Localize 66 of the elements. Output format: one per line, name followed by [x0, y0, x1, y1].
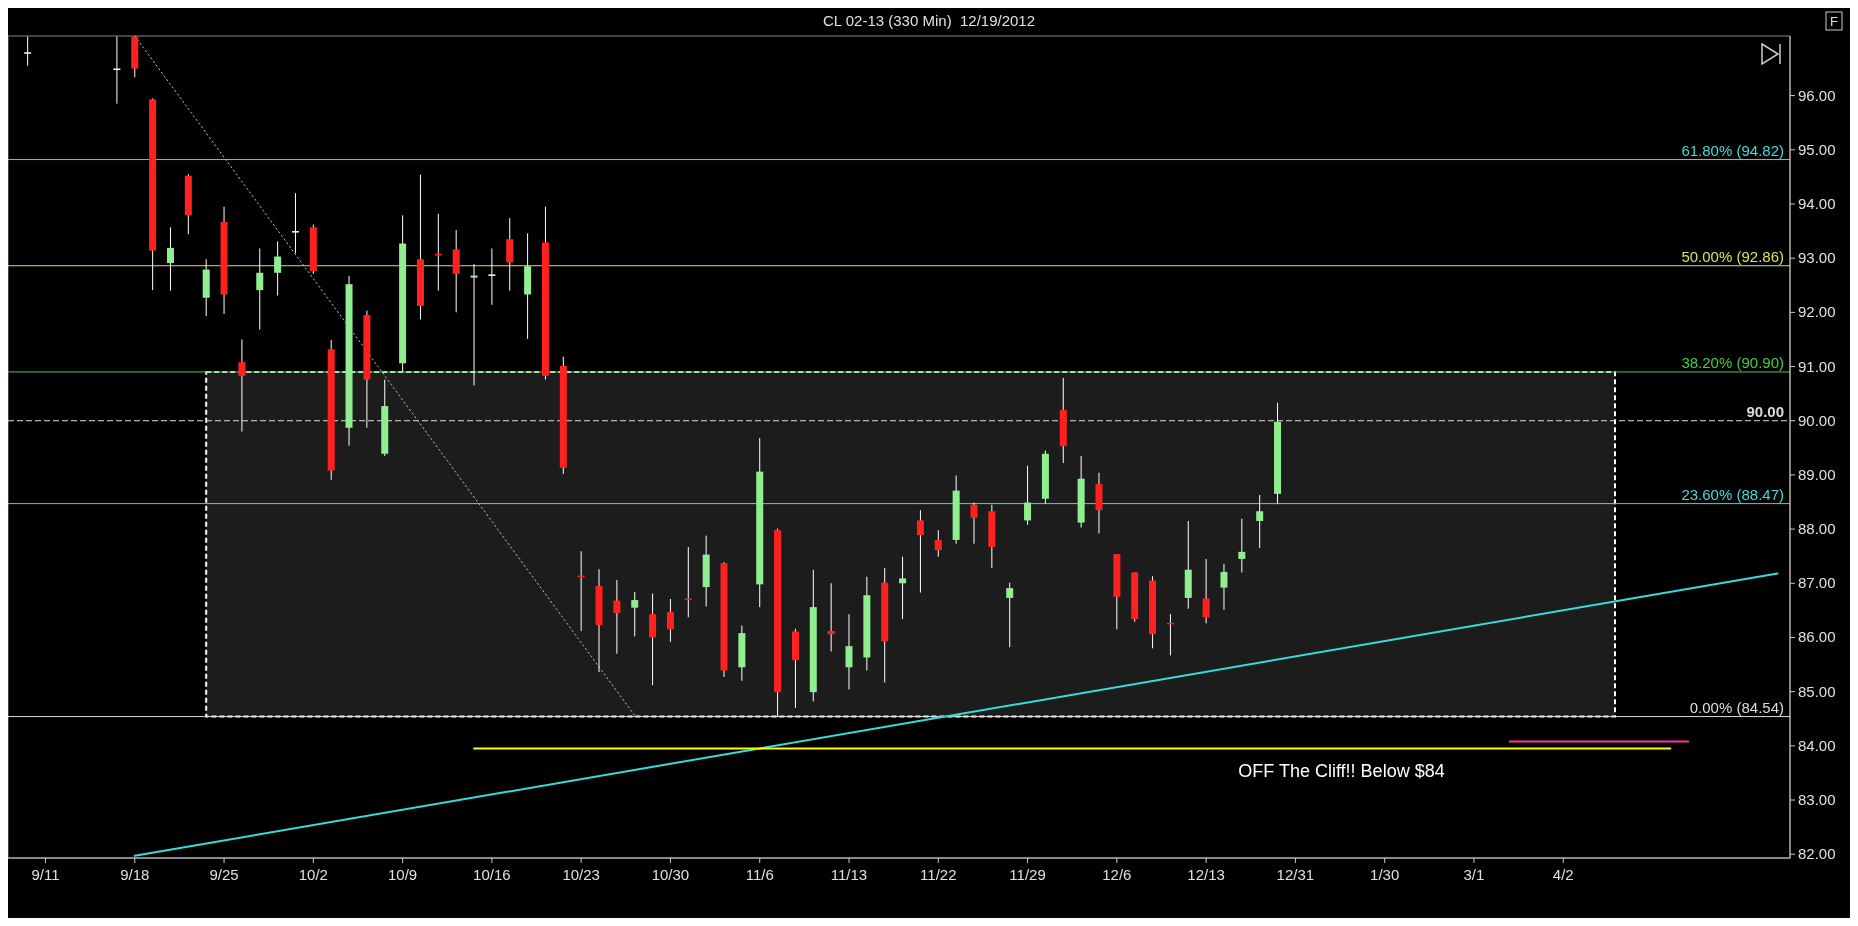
chart-title: CL 02-13 (330 Min) 12/19/2012	[822, 12, 1036, 29]
y-tick-label: 82.00	[1798, 845, 1836, 863]
x-tick-label: 11/22	[920, 866, 957, 883]
text: F	[1830, 14, 1839, 29]
candlestick	[1006, 582, 1014, 648]
y-tick-label: 90.00	[1798, 411, 1836, 429]
y-tick-label: 94.00	[1798, 194, 1836, 212]
candlestick	[274, 240, 282, 297]
x-tick-label: 10/16	[473, 866, 511, 883]
x-tick-label: 1/30	[1370, 866, 1400, 883]
y-tick-label: 95.00	[1798, 140, 1836, 158]
candlestick	[845, 613, 853, 690]
candlestick	[291, 192, 299, 254]
y-tick-label: 83.00	[1798, 791, 1836, 809]
x-tick-label: 12/13	[1187, 866, 1225, 883]
x-tick-label: 10/23	[562, 866, 600, 883]
candlestick	[613, 579, 621, 655]
x-tick-label: 9/18	[120, 866, 150, 883]
candlestick	[916, 509, 924, 593]
y-tick-label: 85.00	[1798, 682, 1836, 700]
x-tick-label: 11/29	[1009, 866, 1046, 883]
candlestick	[666, 598, 674, 643]
candlestick	[684, 546, 692, 618]
candlestick	[899, 556, 907, 620]
candlestick	[256, 247, 264, 331]
x-tick-label: 10/9	[388, 866, 418, 883]
annotation: OFF The Cliff!! Below $84	[1238, 760, 1445, 781]
x-tick-label: 3/1	[1463, 866, 1485, 883]
y-tick-label: 86.00	[1798, 628, 1836, 646]
candlestick	[488, 247, 496, 306]
y-tick-label: 88.00	[1798, 520, 1836, 538]
candlestick	[1024, 465, 1032, 526]
y-tick-label: 84.00	[1798, 736, 1836, 754]
x-tick-label: 10/30	[651, 866, 690, 883]
ref-line-label: 61.80% (94.82)	[1681, 141, 1784, 159]
candlestick	[631, 591, 639, 637]
x-tick-label: 9/25	[209, 866, 239, 883]
candlestick	[1220, 563, 1228, 611]
ref-line-label: 23.60% (88.47)	[1681, 485, 1784, 503]
x-tick-label: 10/2	[298, 866, 328, 883]
x-tick-label: 12/31	[1276, 866, 1315, 883]
y-tick-label: 92.00	[1798, 303, 1836, 321]
y-tick-label: 89.00	[1798, 465, 1836, 483]
x-tick-label: 9/11	[31, 866, 60, 883]
candlestick	[827, 582, 835, 653]
x-tick-label: 4/2	[1552, 866, 1574, 883]
candlestick	[1238, 518, 1246, 573]
candlestick	[934, 529, 942, 558]
y-tick-label: 91.00	[1798, 357, 1836, 375]
candlestick	[970, 502, 978, 545]
candlestick	[649, 593, 657, 686]
candlestick	[1256, 494, 1264, 549]
y-tick-label: 96.00	[1798, 86, 1836, 104]
ref-line-label: 50.00% (92.86)	[1681, 247, 1784, 265]
candlestick	[1202, 558, 1210, 624]
x-tick-label: 12/6	[1102, 866, 1132, 883]
ref-line-label: 0.00% (84.54)	[1689, 698, 1784, 716]
x-tick-label: 11/13	[830, 866, 868, 883]
y-tick-label: 93.00	[1798, 249, 1836, 267]
candlestick	[506, 217, 514, 292]
ref-line-label: 38.20% (90.90)	[1681, 353, 1784, 371]
ref-line-label: 90.00	[1746, 402, 1784, 420]
y-tick-label: 87.00	[1798, 574, 1836, 592]
candlestick	[24, 36, 32, 67]
x-tick-label: 11/6	[745, 866, 774, 883]
candlestick	[166, 226, 174, 292]
